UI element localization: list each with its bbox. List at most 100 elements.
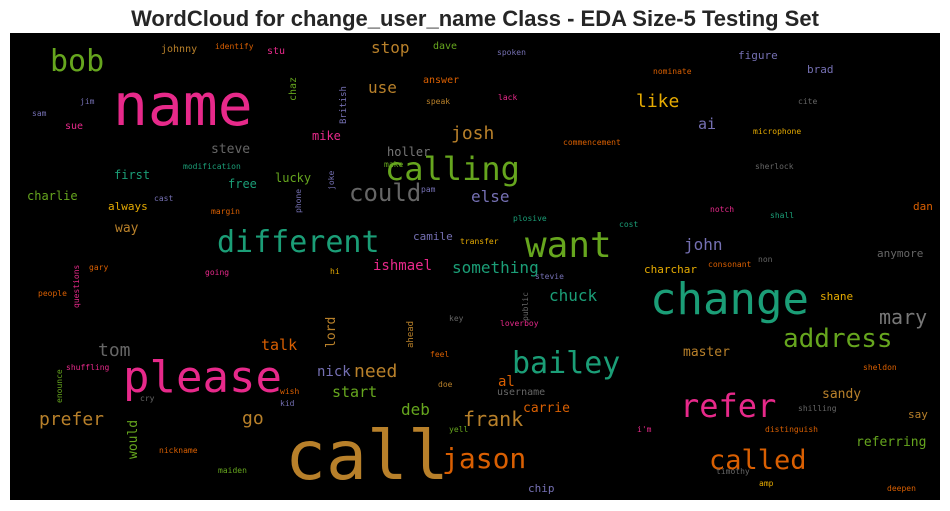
word-go: go — [242, 408, 264, 429]
word-jason: jason — [442, 442, 527, 475]
word-transfer: transfer — [460, 237, 499, 246]
word-could: could — [349, 179, 422, 207]
word-key: key — [449, 314, 464, 323]
word-shane: shane — [820, 290, 854, 303]
word-nominate: nominate — [653, 67, 692, 76]
word-shilling: shilling — [798, 404, 837, 413]
word-need: need — [354, 361, 398, 382]
word-would: would — [126, 419, 141, 459]
word-first: first — [114, 168, 151, 182]
word-way: way — [115, 221, 139, 236]
word-free: free — [228, 177, 257, 191]
word-sandy: sandy — [822, 387, 862, 402]
word-figure: figure — [738, 49, 778, 62]
word-sherlock: sherlock — [755, 162, 794, 171]
word-something: something — [452, 258, 539, 277]
word-nickname: nickname — [159, 446, 198, 455]
word-username: username — [497, 387, 546, 398]
word-answer: answer — [423, 75, 460, 86]
word-identify: identify — [215, 42, 254, 51]
word-shuffling: shuffling — [66, 363, 110, 372]
word-mike: mike — [312, 129, 341, 143]
word-lack: lack — [498, 93, 518, 102]
word-gary: gary — [89, 263, 109, 272]
word-anymore: anymore — [877, 247, 924, 260]
word-sue: sue — [65, 121, 84, 132]
word-name: name — [113, 71, 253, 139]
word-camile: camile — [413, 230, 453, 243]
word-feel: feel — [430, 350, 450, 359]
word-loverboy: loverboy — [500, 319, 539, 328]
word-holler: holler — [387, 145, 431, 159]
chart-title: WordCloud for change_user_name Class - E… — [131, 6, 819, 31]
word-maiden: maiden — [218, 466, 247, 475]
word-charchar: charchar — [644, 263, 697, 276]
word-margin: margin — [211, 207, 240, 216]
word-people: people — [38, 289, 67, 298]
word-notch: notch — [710, 205, 735, 214]
word-call: call — [285, 417, 449, 496]
word-hi: hi — [330, 267, 340, 276]
word-change: change — [650, 274, 809, 325]
word-sheldon: sheldon — [863, 363, 897, 372]
word-plosive: plosive — [513, 214, 547, 223]
word-want: want — [525, 225, 612, 266]
word-steve: steve — [211, 142, 251, 157]
word-doe: doe — [438, 380, 453, 389]
word-prefer: prefer — [39, 409, 105, 430]
word-shall: shall — [770, 211, 795, 220]
word-talk: talk — [261, 336, 298, 354]
word-modification: modification — [183, 162, 241, 171]
word-bailey: bailey — [512, 346, 621, 381]
word-pam: pam — [421, 185, 436, 194]
word-cry: cry — [140, 394, 155, 403]
word-stevie: stevie — [535, 272, 564, 281]
word-nick: nick — [317, 364, 351, 380]
word-ishmael: ishmael — [373, 258, 433, 274]
word-amp: amp — [759, 479, 774, 488]
word-timothy: timothy — [716, 467, 750, 476]
word-different: different — [217, 225, 380, 260]
word-going: going — [205, 268, 230, 277]
word-chuck: chuck — [549, 286, 598, 305]
word-brad: brad — [807, 63, 834, 76]
word-dave: dave — [433, 41, 458, 52]
word-sam: sam — [32, 109, 47, 118]
word-commencement: commencement — [563, 138, 621, 147]
word-ahead: ahead — [406, 320, 416, 348]
word-always: always — [108, 200, 148, 213]
word-charlie: charlie — [27, 189, 78, 203]
word-chip: chip — [528, 482, 555, 495]
word-cost: cost — [619, 220, 639, 229]
word-cast: cast — [154, 194, 174, 203]
word-deb: deb — [401, 400, 430, 419]
word-use: use — [368, 78, 397, 97]
word-al: al — [498, 374, 515, 390]
word-im: i'm — [637, 425, 652, 434]
word-dan: dan — [913, 200, 933, 213]
word-distinguish: distinguish — [765, 425, 818, 434]
word-british: British — [339, 86, 349, 124]
word-johnny: johnny — [161, 44, 198, 55]
word-calling: calling — [385, 150, 520, 188]
word-cloud: call name change please want calling dif… — [10, 33, 940, 500]
word-referring: referring — [856, 435, 927, 450]
word-lord: lord — [324, 316, 339, 348]
word-microphone: microphone — [753, 127, 802, 136]
word-stop: stop — [371, 38, 410, 57]
word-bob: bob — [50, 44, 105, 79]
word-make: make — [384, 160, 404, 169]
word-mary: mary — [879, 305, 928, 329]
word-questions: questions — [72, 264, 81, 308]
word-speak: speak — [426, 97, 451, 106]
word-non: non — [758, 255, 773, 264]
word-tom: tom — [98, 340, 131, 361]
word-public: public — [521, 292, 530, 321]
word-say: say — [908, 408, 928, 421]
word-like: like — [636, 91, 680, 112]
word-start: start — [332, 383, 378, 401]
word-jim: jim — [80, 97, 95, 106]
word-yell: yell — [449, 425, 469, 434]
word-refer: refer — [680, 387, 777, 425]
word-spoken: spoken — [497, 48, 526, 57]
